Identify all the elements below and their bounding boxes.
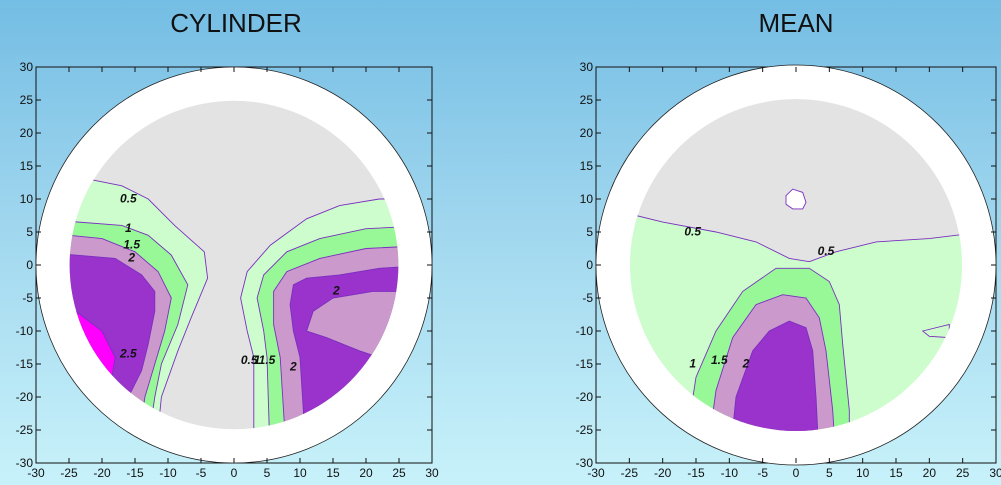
x-tick-label: -10 xyxy=(721,466,739,480)
x-tick-label: 20 xyxy=(359,466,373,480)
y-tick-label: 0 xyxy=(586,258,593,272)
y-tick-label: -20 xyxy=(576,390,594,404)
x-tick-label: 5 xyxy=(826,466,833,480)
x-tick-label: -30 xyxy=(587,466,605,480)
y-tick-label: -5 xyxy=(582,291,593,305)
mean-chart: -30 -25 -20 -15 -10 -5 0 5 10 15 20 25 30-30-25-20-1… xyxy=(576,60,1001,480)
y-tick-label: -25 xyxy=(16,423,34,437)
y-tick-label: 30 xyxy=(20,60,34,74)
x-tick-label: 25 xyxy=(392,466,406,480)
y-tick-label: -15 xyxy=(16,357,34,371)
y-tick-label: 5 xyxy=(26,225,33,239)
contour-label: 0.5 xyxy=(684,224,701,238)
x-tick-label: -30 xyxy=(27,466,45,480)
contour-label: 1 xyxy=(254,353,261,367)
x-tick-label: -15 xyxy=(126,466,144,480)
x-tick-label: -15 xyxy=(687,466,705,480)
cylinder-chart: -30 -25 -20 -15 -10 -5 0 5 10 15 20 25 30-30-25-20-1… xyxy=(16,60,439,480)
contour-label: 1.5 xyxy=(711,353,728,367)
y-tick-label: 15 xyxy=(20,159,34,173)
contour-label: 1 xyxy=(689,356,696,370)
contour-label: 2.5 xyxy=(119,346,137,360)
y-tick-label: -20 xyxy=(16,390,34,404)
x-tick-label: 25 xyxy=(956,466,970,480)
x-tick-label: 20 xyxy=(923,466,937,480)
y-tick-label: -10 xyxy=(576,324,594,338)
x-tick-label: -5 xyxy=(196,466,207,480)
y-tick-label: 25 xyxy=(580,93,594,107)
x-tick-label: -20 xyxy=(654,466,672,480)
contour-label: 2 xyxy=(289,360,297,374)
x-tick-label: -10 xyxy=(159,466,177,480)
x-tick-label: 15 xyxy=(889,466,903,480)
contour-label: 1 xyxy=(125,221,132,235)
y-tick-label: 25 xyxy=(20,93,34,107)
y-tick-label: -15 xyxy=(576,357,594,371)
x-tick-label: 30 xyxy=(989,466,1001,480)
panel-title-mean: MEAN xyxy=(758,8,834,38)
y-tick-label: 20 xyxy=(580,126,594,140)
x-tick-label: 10 xyxy=(293,466,307,480)
x-tick-label: -5 xyxy=(757,466,768,480)
y-tick-label: -30 xyxy=(576,456,594,470)
y-tick-label: -10 xyxy=(16,324,34,338)
contour-label: 1.5 xyxy=(259,353,276,367)
x-tick-label: 0 xyxy=(231,466,238,480)
y-tick-label: 30 xyxy=(580,60,594,74)
x-tick-label: -20 xyxy=(93,466,111,480)
y-tick-label: 5 xyxy=(586,225,593,239)
y-tick-label: -5 xyxy=(22,291,33,305)
y-tick-label: -25 xyxy=(576,423,594,437)
contour-label: 1.5 xyxy=(123,238,140,252)
x-tick-label: 30 xyxy=(425,466,439,480)
contour-label: 0.5 xyxy=(818,244,835,258)
panel-title-cylinder: CYLINDER xyxy=(170,8,302,38)
x-tick-label: 10 xyxy=(856,466,870,480)
contour-label: 2 xyxy=(127,251,135,265)
x-tick-label: -25 xyxy=(621,466,639,480)
contour-label: 2 xyxy=(332,284,340,298)
y-tick-label: -30 xyxy=(16,456,34,470)
contour-label: 0.5 xyxy=(120,191,137,205)
x-tick-label: 0 xyxy=(793,466,800,480)
x-tick-label: 5 xyxy=(264,466,271,480)
x-tick-label: 15 xyxy=(326,466,340,480)
contour-label: 2 xyxy=(742,356,750,370)
y-tick-label: 10 xyxy=(580,192,594,206)
y-tick-label: 20 xyxy=(20,126,34,140)
mean-small-island-region xyxy=(785,188,807,210)
y-tick-label: 15 xyxy=(580,159,594,173)
y-tick-label: 10 xyxy=(20,192,34,206)
x-tick-label: -25 xyxy=(60,466,78,480)
contour-label: 0.5 xyxy=(241,353,258,367)
y-tick-label: 0 xyxy=(26,258,33,272)
